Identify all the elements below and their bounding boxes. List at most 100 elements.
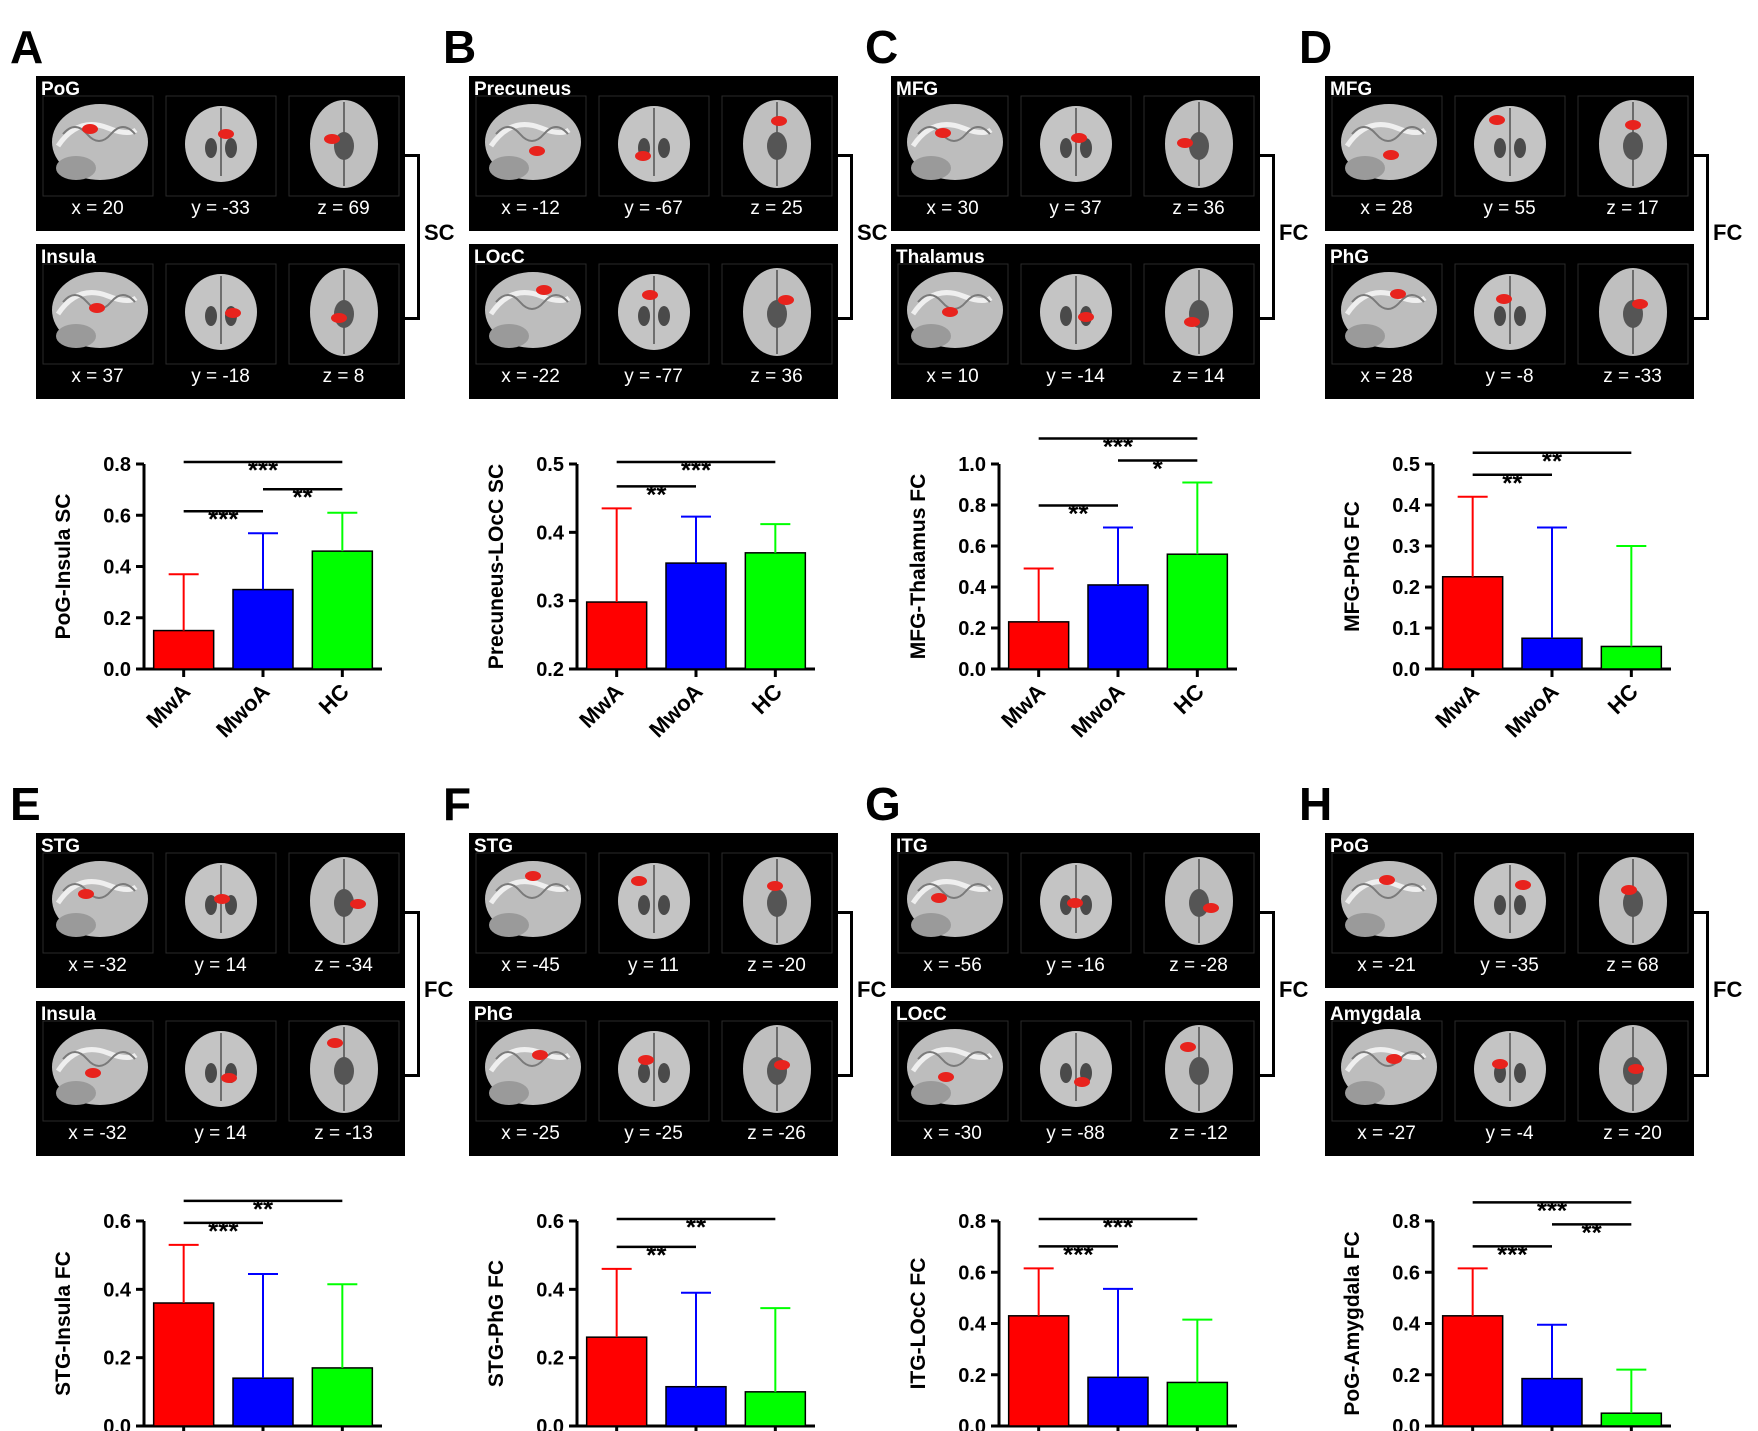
slice-coordinate: y = -4 xyxy=(1485,1123,1534,1144)
slice-coordinate: y = -25 xyxy=(624,1123,683,1144)
brain-slice xyxy=(42,852,154,954)
connection-label: FC xyxy=(424,977,454,1002)
significance-stars: *** xyxy=(208,1216,239,1246)
slice-coordinate: z = -20 xyxy=(1603,1123,1662,1144)
bar-chart: 0.0 0.2 0.4 0.6 0.8 1.0 MFG-Thalamus FC MwA MwoA… xyxy=(907,431,1237,742)
slice-coordinate: z = 36 xyxy=(1172,198,1225,219)
brain-image: LOcC x = -30 y = -88 z = -12 xyxy=(891,1001,1260,1156)
y-axis-label: ITG-LOcC FC xyxy=(907,1258,930,1390)
slice-coordinate: y = -18 xyxy=(191,366,250,387)
category-label: MwoA xyxy=(1500,679,1564,743)
y-tick-label: 0.0 xyxy=(103,1416,131,1431)
bar-mwa xyxy=(1441,1315,1504,1427)
brain-slice xyxy=(165,1020,277,1122)
brain-slices xyxy=(897,95,1255,197)
y-axis-label: STG-PhG FC xyxy=(485,1260,508,1387)
bar-chart: 0.2 0.3 0.4 0.5 Precuneus-LOcC SC MwA MwoA HC **… xyxy=(485,454,815,742)
category-label: HC xyxy=(314,679,354,719)
slice-coordinate: y = -67 xyxy=(624,198,683,219)
slice-coordinate: z = -33 xyxy=(1603,366,1662,387)
connection-bracket xyxy=(1694,154,1709,320)
category-label: HC xyxy=(747,679,787,719)
brain-slices xyxy=(1331,95,1689,197)
region-label: Amygdala xyxy=(1330,1004,1421,1025)
connection-bracket xyxy=(838,154,853,320)
y-axis-label: MFG-Thalamus FC xyxy=(907,474,930,660)
region-label: Thalamus xyxy=(896,247,985,268)
slice-coordinate: y = -35 xyxy=(1480,955,1539,976)
y-axis-label: PoG-Insula SC xyxy=(52,494,75,640)
connection-label: SC xyxy=(857,220,888,245)
y-tick-label: 0.4 xyxy=(536,1279,565,1301)
brain-slice xyxy=(1577,263,1689,365)
brain-slice xyxy=(1020,263,1132,365)
y-tick-label: 0.2 xyxy=(536,1348,564,1370)
slice-coordinate: x = 10 xyxy=(926,366,979,387)
connection-bracket xyxy=(405,154,420,320)
brain-slice xyxy=(1577,852,1689,954)
slice-coordinate: z = -26 xyxy=(747,1123,806,1144)
slice-coordinate: x = -56 xyxy=(923,955,982,976)
connection-bracket xyxy=(405,911,420,1077)
connection-label: FC xyxy=(857,977,887,1002)
panel-letter: D xyxy=(1299,21,1333,73)
bar-hc xyxy=(744,552,807,670)
y-tick-label: 0.4 xyxy=(958,577,987,599)
brain-image: PoG x = 20 y = -33 z = 69 xyxy=(36,76,405,231)
bar-hc xyxy=(1600,645,1663,670)
slice-coordinate: x = -32 xyxy=(68,955,127,976)
y-tick-label: 0.2 xyxy=(536,659,564,681)
brain-slice xyxy=(1454,95,1566,197)
y-tick-label: 0.1 xyxy=(1392,618,1420,640)
brain-image: PhG x = -25 y = -25 z = -26 xyxy=(469,1001,838,1156)
brain-slice xyxy=(721,852,833,954)
significance-stars: *** xyxy=(1537,1195,1568,1225)
slice-coordinate: x = 37 xyxy=(71,366,124,387)
category-label: MwA xyxy=(574,679,628,733)
significance-stars: ** xyxy=(646,1240,667,1270)
bar-mwa xyxy=(1007,1315,1070,1427)
brain-slices xyxy=(42,1020,400,1122)
y-tick-label: 0.2 xyxy=(1392,577,1420,599)
brain-image: STG x = -32 y = 14 z = -34 xyxy=(36,833,405,988)
brain-image: ITG x = -56 y = -16 z = -28 xyxy=(891,833,1260,988)
brain-slice xyxy=(288,263,400,365)
bar-hc xyxy=(1166,1381,1229,1427)
brain-slice xyxy=(1454,852,1566,954)
slice-coordinate: z = 17 xyxy=(1606,198,1659,219)
brain-image: PhG x = 28 y = -8 z = -33 xyxy=(1325,244,1694,399)
connection-bracket xyxy=(1260,154,1275,320)
significance-stars: * xyxy=(1153,453,1164,483)
brain-image: Thalamus x = 10 y = -14 z = 14 xyxy=(891,244,1260,399)
region-label: MFG xyxy=(896,79,939,100)
brain-slices xyxy=(1331,263,1689,365)
brain-image: MFG x = 28 y = 55 z = 17 xyxy=(1325,76,1694,231)
brain-slice xyxy=(598,95,710,197)
slice-coordinate: x = -30 xyxy=(923,1123,982,1144)
region-label: LOcC xyxy=(896,1004,947,1025)
region-label: PoG xyxy=(1330,836,1370,857)
y-tick-label: 0.8 xyxy=(958,1211,986,1233)
significance-stars: *** xyxy=(1497,1239,1528,1269)
slice-coordinate: x = -45 xyxy=(501,955,560,976)
brain-slices xyxy=(897,1020,1255,1122)
category-label: MwA xyxy=(1430,679,1484,733)
brain-slice xyxy=(1331,95,1443,197)
brain-slice xyxy=(165,95,277,197)
slice-coordinate: y = 14 xyxy=(194,1123,247,1144)
category-label: MwoA xyxy=(211,679,275,743)
slice-coordinate: x = -22 xyxy=(501,366,560,387)
brain-slice xyxy=(598,263,710,365)
category-label: MwA xyxy=(996,679,1050,733)
bar-mwoa xyxy=(232,588,294,670)
y-tick-label: 0.4 xyxy=(536,522,565,544)
connection-label: FC xyxy=(1713,220,1743,245)
brain-slice xyxy=(598,1020,710,1122)
y-tick-label: 0.0 xyxy=(103,659,131,681)
y-axis-label: MFG-PhG FC xyxy=(1341,501,1364,632)
region-label: PoG xyxy=(41,79,81,100)
y-tick-label: 0.3 xyxy=(1392,536,1420,558)
